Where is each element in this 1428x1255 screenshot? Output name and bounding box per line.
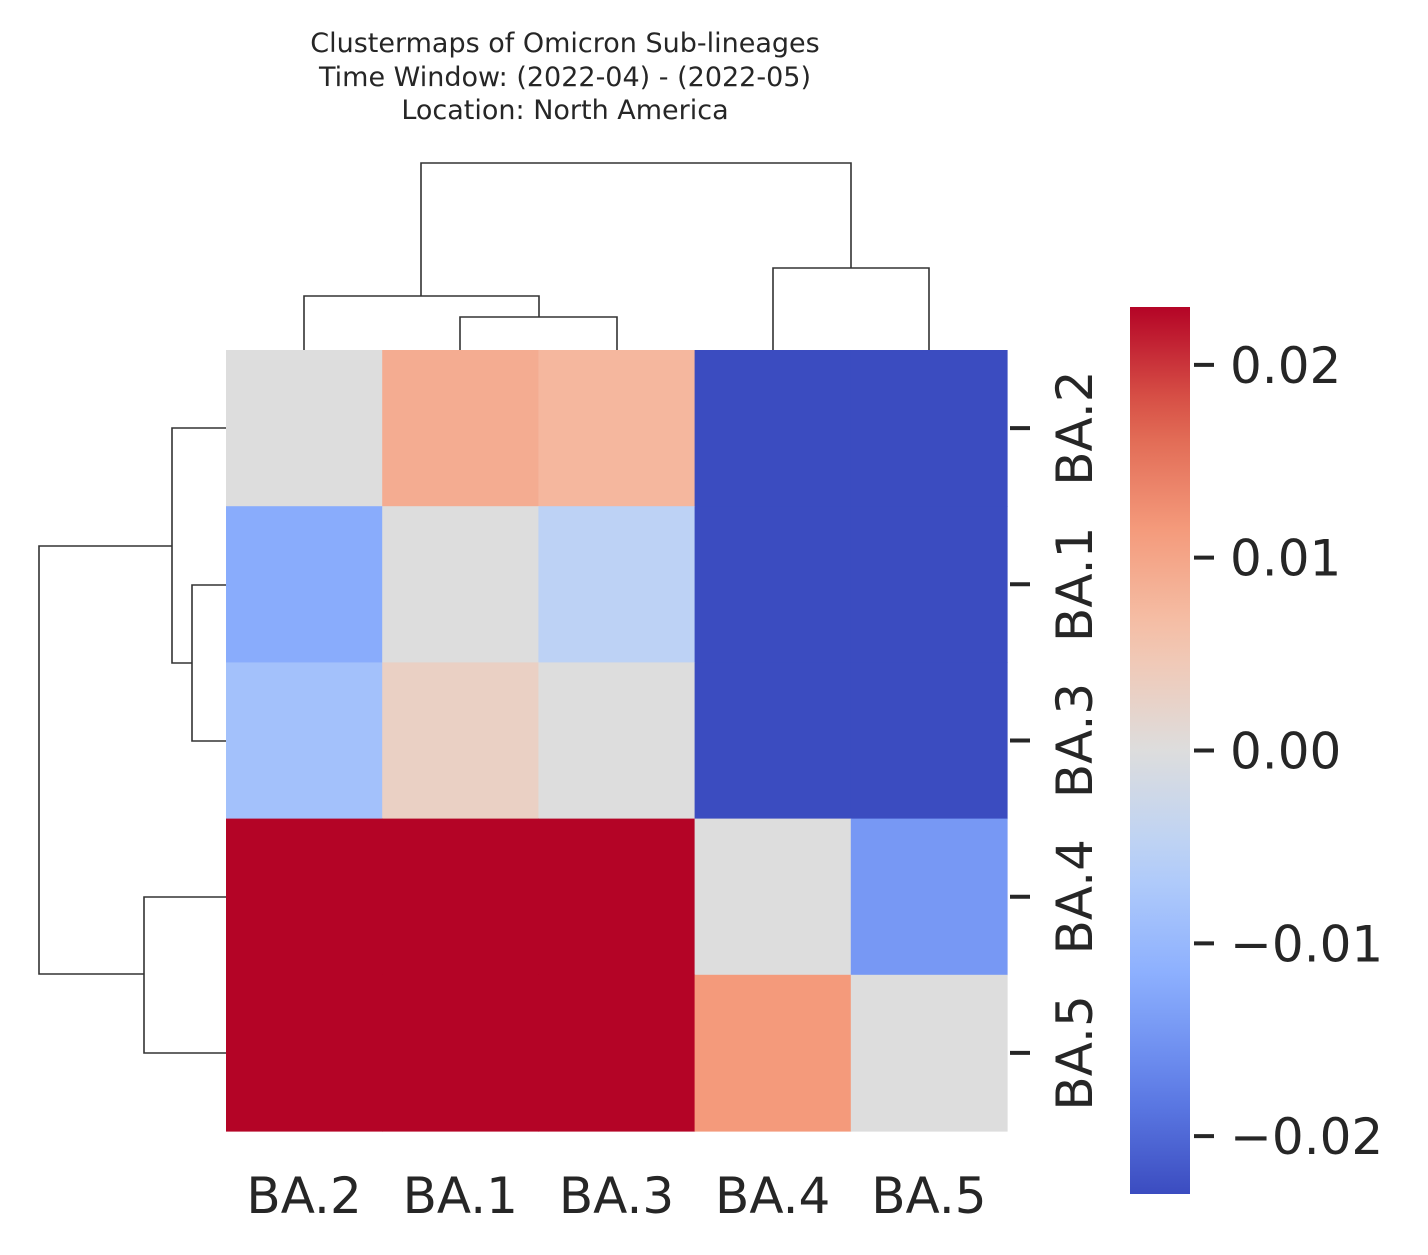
row-tick-label: BA.1 bbox=[1046, 527, 1104, 642]
row-axis: BA.2 BA.1 BA.3 BA.4 BA.5 bbox=[1010, 370, 1104, 1111]
colorbar-tick-label: −0.02 bbox=[1230, 1108, 1383, 1166]
col-dendro-link-root bbox=[420, 162, 852, 296]
heatmap-cell-BA.4-BA.3 bbox=[538, 818, 696, 976]
colorbar-tick-label: 0.02 bbox=[1230, 337, 1341, 395]
heatmap-cell-BA.5-BA.5 bbox=[850, 974, 1008, 1132]
colorbar: 0.02 0.01 0.00 −0.01 −0.02 bbox=[1130, 307, 1383, 1194]
row-dendro-link-root bbox=[38, 545, 172, 975]
col-dendro-link-ba1-ba3 bbox=[459, 316, 618, 350]
heatmap-cell-BA.3-BA.1 bbox=[382, 662, 539, 820]
colorbar-gradient bbox=[1130, 307, 1190, 1194]
heatmap-cell-BA.2-BA.1 bbox=[382, 350, 539, 507]
col-tick-label: BA.5 bbox=[871, 1167, 986, 1225]
title-line-3: Location: North America bbox=[401, 95, 728, 126]
row-dendro-link-ba1-ba3 bbox=[191, 584, 226, 742]
heatmap-cell-BA.3-BA.4 bbox=[694, 662, 852, 820]
heatmap-cell-BA.3-BA.3 bbox=[538, 662, 696, 820]
heatmap-grid bbox=[226, 350, 1008, 1132]
row-tick-label: BA.5 bbox=[1046, 995, 1104, 1110]
col-tick-label: BA.2 bbox=[246, 1167, 361, 1225]
row-dendrogram bbox=[38, 427, 226, 1054]
row-tick-label: BA.4 bbox=[1046, 839, 1104, 954]
heatmap-cell-BA.1-BA.1 bbox=[382, 506, 539, 663]
heatmap-cell-BA.3-BA.5 bbox=[850, 662, 1008, 820]
column-axis: BA.2 BA.1 BA.3 BA.4 BA.5 bbox=[246, 1167, 986, 1225]
heatmap-cell-BA.1-BA.5 bbox=[850, 506, 1008, 663]
heatmap-cell-BA.4-BA.1 bbox=[382, 818, 539, 976]
heatmap-cell-BA.4-BA.2 bbox=[226, 818, 383, 976]
heatmap-cell-BA.5-BA.3 bbox=[538, 974, 696, 1132]
colorbar-tick-label: 0.00 bbox=[1230, 723, 1341, 781]
heatmap-cell-BA.2-BA.4 bbox=[694, 350, 852, 507]
heatmap-cell-BA.2-BA.3 bbox=[538, 350, 696, 507]
row-dendro-link-ba2-cluster bbox=[171, 427, 226, 664]
title-line-2: Time Window: (2022-04) - (2022-05) bbox=[318, 62, 811, 93]
heatmap-cell-BA.1-BA.3 bbox=[538, 506, 696, 663]
heatmap-cell-BA.4-BA.4 bbox=[694, 818, 852, 976]
row-dendro-link-ba4-ba5 bbox=[143, 896, 226, 1054]
heatmap-cell-BA.2-BA.5 bbox=[850, 350, 1008, 507]
heatmap-cell-BA.5-BA.4 bbox=[694, 974, 852, 1132]
heatmap-cell-BA.2-BA.2 bbox=[226, 350, 383, 507]
heatmap-cell-BA.3-BA.2 bbox=[226, 662, 383, 820]
heatmap-cell-BA.1-BA.4 bbox=[694, 506, 852, 663]
row-tick-label: BA.2 bbox=[1046, 370, 1104, 485]
col-tick-label: BA.4 bbox=[715, 1167, 830, 1225]
heatmap-cell-BA.5-BA.2 bbox=[226, 974, 383, 1132]
chart-title: Clustermaps of Omicron Sub-lineages Time… bbox=[310, 28, 819, 126]
row-tick-label: BA.3 bbox=[1046, 683, 1104, 798]
col-dendro-link-ba4-ba5 bbox=[772, 267, 930, 350]
column-dendrogram bbox=[303, 162, 930, 350]
heatmap-cell-BA.4-BA.5 bbox=[850, 818, 1008, 976]
col-tick-label: BA.1 bbox=[403, 1167, 518, 1225]
colorbar-tick-label: −0.01 bbox=[1230, 915, 1383, 973]
heatmap-cell-BA.5-BA.1 bbox=[382, 974, 539, 1132]
heatmap-cell-BA.1-BA.2 bbox=[226, 506, 383, 663]
title-line-1: Clustermaps of Omicron Sub-lineages bbox=[310, 28, 819, 59]
col-tick-label: BA.3 bbox=[559, 1167, 674, 1225]
colorbar-ticks: 0.02 0.01 0.00 −0.01 −0.02 bbox=[1194, 337, 1383, 1166]
col-dendro-link-ba2-cluster bbox=[303, 295, 540, 350]
colorbar-tick-label: 0.01 bbox=[1230, 530, 1341, 588]
